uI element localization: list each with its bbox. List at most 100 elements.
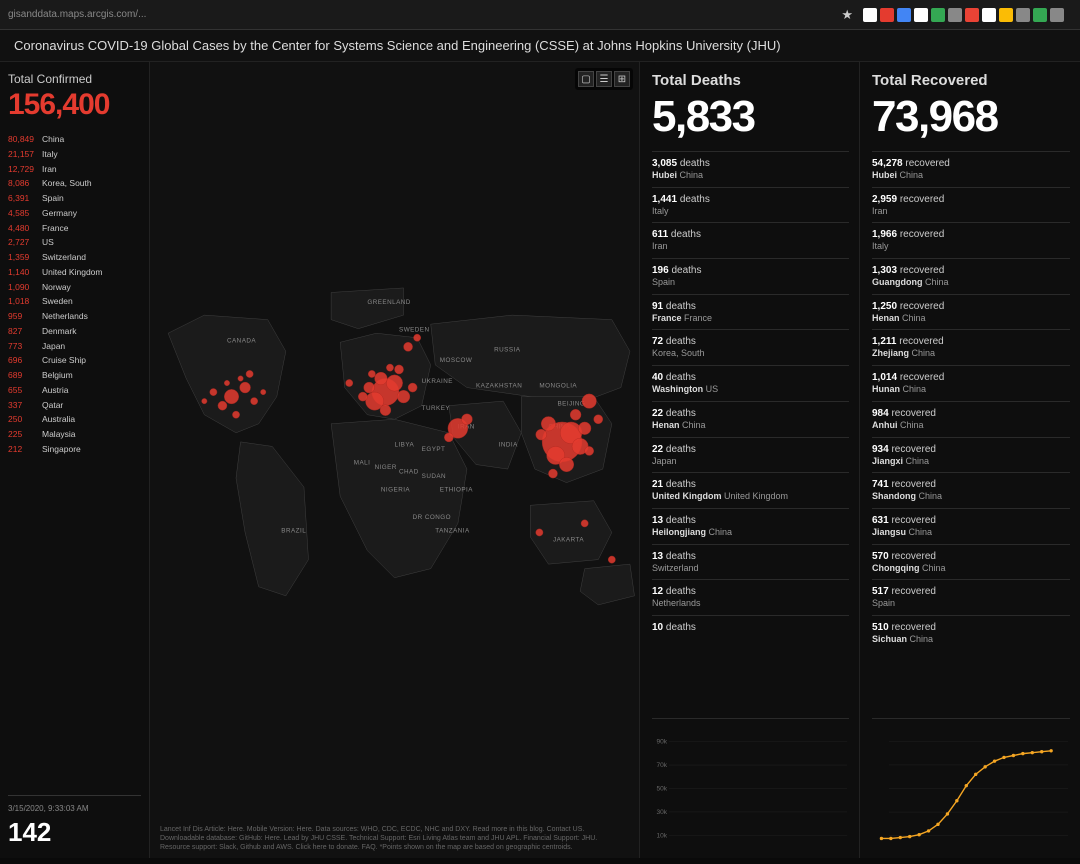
list-item[interactable]: 22 deathsJapan xyxy=(652,437,849,473)
list-item[interactable]: 631 recoveredJiangsu China xyxy=(872,508,1070,544)
svg-text:GREENLAND: GREENLAND xyxy=(367,299,410,306)
list-item[interactable]: 570 recoveredChongqing China xyxy=(872,544,1070,580)
list-item[interactable]: 773Japan xyxy=(8,339,141,354)
list-item[interactable]: 1,441 deathsItaly xyxy=(652,187,849,223)
list-item[interactable]: 4,585Germany xyxy=(8,206,141,221)
map-grid-icon[interactable]: ⊞ xyxy=(614,71,630,87)
list-item[interactable]: 655Austria xyxy=(8,383,141,398)
extension-icon[interactable] xyxy=(1033,8,1047,22)
svg-text:90k: 90k xyxy=(656,738,667,745)
extension-icon[interactable] xyxy=(1016,8,1030,22)
list-item[interactable]: 1,966 recoveredItaly xyxy=(872,222,1070,258)
panel-map[interactable]: ▢ ☰ ⊞ GREENLANDCANADASWEDENRUSSIAMoscowU… xyxy=(150,62,640,858)
list-item[interactable]: 1,359Switzerland xyxy=(8,250,141,265)
list-item[interactable]: 91 deathsFrance France xyxy=(652,294,849,330)
svg-text:50k: 50k xyxy=(656,785,667,792)
last-updated-timestamp: 3/15/2020, 9:33:03 AM xyxy=(8,804,141,813)
svg-text:SWEDEN: SWEDEN xyxy=(399,326,430,333)
svg-text:Moscow: Moscow xyxy=(440,357,473,364)
recovered-list[interactable]: 54,278 recoveredHubei China2,959 recover… xyxy=(872,151,1070,714)
list-item[interactable]: 1,250 recoveredHenan China xyxy=(872,294,1070,330)
list-item[interactable]: 934 recoveredJiangxi China xyxy=(872,437,1070,473)
list-item[interactable]: 1,140United Kingdom xyxy=(8,265,141,280)
list-item[interactable]: 8,086Korea, South xyxy=(8,176,141,191)
list-item[interactable]: 1,090Norway xyxy=(8,280,141,295)
list-item[interactable]: 13 deathsSwitzerland xyxy=(652,544,849,580)
list-item[interactable]: 40 deathsWashington US xyxy=(652,365,849,401)
extension-icon[interactable] xyxy=(931,8,945,22)
svg-text:ETHIOPIA: ETHIOPIA xyxy=(440,487,473,494)
svg-text:INDIA: INDIA xyxy=(499,441,518,448)
list-item[interactable]: 196 deathsSpain xyxy=(652,258,849,294)
recovered-chart-svg xyxy=(872,719,1070,858)
url-display: gisanddata.maps.arcgis.com/... xyxy=(8,9,146,20)
list-item[interactable]: 12,729Iran xyxy=(8,162,141,177)
world-map-svg[interactable]: GREENLANDCANADASWEDENRUSSIAMoscowUKRAINE… xyxy=(150,62,639,858)
svg-text:30k: 30k xyxy=(656,809,667,816)
map-list-icon[interactable]: ☰ xyxy=(596,71,612,87)
list-item[interactable]: 1,211 recoveredZhejiang China xyxy=(872,329,1070,365)
list-item[interactable]: 510 recoveredSichuan China xyxy=(872,615,1070,651)
svg-text:CHAD: CHAD xyxy=(399,469,419,476)
svg-text:SUDAN: SUDAN xyxy=(422,473,446,480)
chart-svg: 90k70k50k30k10k xyxy=(652,719,849,858)
svg-text:MALI: MALI xyxy=(354,460,371,467)
extension-icon[interactable] xyxy=(948,8,962,22)
extension-icon[interactable] xyxy=(880,8,894,22)
extension-icon[interactable] xyxy=(897,8,911,22)
extension-icon[interactable] xyxy=(863,8,877,22)
list-item[interactable]: 12 deathsNetherlands xyxy=(652,579,849,615)
list-item[interactable]: 1,303 recoveredGuangdong China xyxy=(872,258,1070,294)
list-item[interactable]: 959Netherlands xyxy=(8,309,141,324)
list-item[interactable]: 689Belgium xyxy=(8,368,141,383)
list-item[interactable]: 80,849China xyxy=(8,132,141,147)
extension-icon[interactable] xyxy=(914,8,928,22)
map-footer-note: Lancet Inf Dis Article: Here. Mobile Ver… xyxy=(160,825,629,852)
panel-confirmed: Total Confirmed 156,400 80,849China21,15… xyxy=(0,62,150,858)
bookmark-star-icon[interactable]: ★ xyxy=(841,7,853,23)
svg-text:BRAZIL: BRAZIL xyxy=(281,527,306,534)
list-item[interactable]: 337Qatar xyxy=(8,398,141,413)
list-item[interactable]: 827Denmark xyxy=(8,324,141,339)
svg-text:NIGERIA: NIGERIA xyxy=(381,487,411,494)
deaths-list[interactable]: 3,085 deathsHubei China1,441 deathsItaly… xyxy=(652,151,849,714)
left-footer: 3/15/2020, 9:33:03 AM 142 xyxy=(8,795,141,848)
dashboard: Total Confirmed 156,400 80,849China21,15… xyxy=(0,62,1080,858)
list-item[interactable]: 54,278 recoveredHubei China xyxy=(872,151,1070,187)
svg-text:TURKEY: TURKEY xyxy=(422,405,451,412)
list-item[interactable]: 517 recoveredSpain xyxy=(872,579,1070,615)
list-item[interactable]: 6,391Spain xyxy=(8,191,141,206)
total-recovered-label: Total Recovered xyxy=(872,72,1070,89)
list-item[interactable]: 21,157Italy xyxy=(8,147,141,162)
list-item[interactable]: 3,085 deathsHubei China xyxy=(652,151,849,187)
extension-icon[interactable] xyxy=(1050,8,1064,22)
list-item[interactable]: 21 deathsUnited Kingdom United Kingdom xyxy=(652,472,849,508)
extension-icons-tray xyxy=(863,8,1064,22)
list-item[interactable]: 611 deathsIran xyxy=(652,222,849,258)
list-item[interactable]: 72 deathsKorea, South xyxy=(652,329,849,365)
panel-deaths: Total Deaths 5,833 3,085 deathsHubei Chi… xyxy=(640,62,860,858)
extension-icon[interactable] xyxy=(982,8,996,22)
list-item[interactable]: 212Singapore xyxy=(8,442,141,457)
list-item[interactable]: 1,018Sweden xyxy=(8,294,141,309)
deaths-chart-area: 90k70k50k30k10k xyxy=(652,718,849,858)
list-item[interactable]: 225Malaysia xyxy=(8,427,141,442)
list-item[interactable]: 13 deathsHeilongjiang China xyxy=(652,508,849,544)
list-item[interactable]: 22 deathsHenan China xyxy=(652,401,849,437)
list-item[interactable]: 10 deaths xyxy=(652,615,849,639)
svg-text:EGYPT: EGYPT xyxy=(422,446,446,453)
extension-icon[interactable] xyxy=(999,8,1013,22)
list-item[interactable]: 696Cruise Ship xyxy=(8,353,141,368)
total-confirmed-label: Total Confirmed xyxy=(8,72,141,86)
list-item[interactable]: 250Australia xyxy=(8,412,141,427)
list-item[interactable]: 2,959 recoveredIran xyxy=(872,187,1070,223)
confirmed-country-list[interactable]: 80,849China21,157Italy12,729Iran8,086Kor… xyxy=(8,132,141,787)
map-bookmark-icon[interactable]: ▢ xyxy=(578,71,594,87)
extension-icon[interactable] xyxy=(965,8,979,22)
list-item[interactable]: 2,727US xyxy=(8,235,141,250)
list-item[interactable]: 4,480France xyxy=(8,221,141,236)
list-item[interactable]: 1,014 recoveredHunan China xyxy=(872,365,1070,401)
list-item[interactable]: 984 recoveredAnhui China xyxy=(872,401,1070,437)
svg-text:LIBYA: LIBYA xyxy=(395,441,415,448)
list-item[interactable]: 741 recoveredShandong China xyxy=(872,472,1070,508)
